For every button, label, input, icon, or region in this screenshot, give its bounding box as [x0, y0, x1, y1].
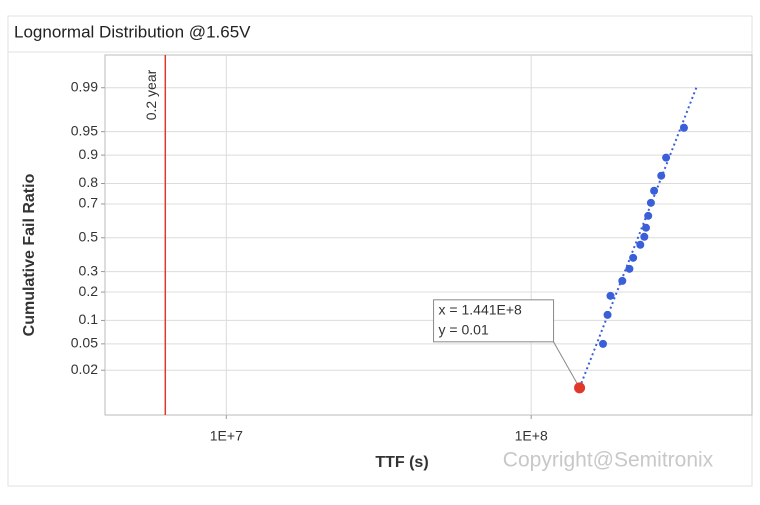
data-point [657, 171, 666, 180]
data-point [636, 240, 645, 249]
tooltip-box [433, 299, 555, 343]
y-tick-label: 0.02 [71, 361, 98, 377]
y-tick-label: 0.9 [79, 146, 99, 162]
y-tick-label: 0.7 [79, 195, 99, 211]
y-tick-label: 0.05 [71, 335, 98, 351]
y-tick-label: 0.5 [79, 228, 99, 244]
highlight-point [574, 382, 586, 394]
y-tick-label: 0.1 [79, 311, 99, 327]
panel [7, 15, 753, 487]
data-point [625, 264, 634, 273]
data-point [618, 276, 627, 285]
y-tick-label: 0.99 [71, 78, 98, 94]
x-tick-label: 1E+8 [515, 428, 548, 444]
tooltip-leader [553, 341, 580, 389]
data-point [679, 123, 688, 132]
data-point [640, 232, 649, 241]
x-tick-label: 1E+7 [210, 428, 243, 444]
tooltip-text: x = 1.441E+8 [439, 302, 523, 318]
data-point [644, 211, 653, 220]
y-tick-label: 0.8 [79, 174, 99, 190]
data-point [641, 223, 650, 232]
x-axis-label: TTF (s) [375, 454, 428, 471]
data-point [603, 310, 612, 319]
data-point [598, 339, 607, 348]
chart-title: Lognormal Distribution @1.65V [14, 22, 251, 41]
fit-line [578, 87, 698, 389]
data-point [662, 153, 671, 162]
tooltip-text: y = 0.01 [439, 322, 489, 338]
data-point [629, 253, 638, 262]
watermark: Copyright@Semitronix [503, 449, 714, 472]
reference-label: 0.2 year [143, 69, 159, 120]
y-tick-label: 0.3 [79, 262, 99, 278]
data-point [646, 198, 655, 207]
data-point [606, 291, 615, 300]
data-point [650, 186, 659, 195]
y-tick-label: 0.95 [71, 122, 98, 138]
y-tick-label: 0.2 [79, 283, 99, 299]
plot-area [104, 54, 753, 416]
y-axis-label: Cumulative Fail Ratio [21, 173, 38, 336]
